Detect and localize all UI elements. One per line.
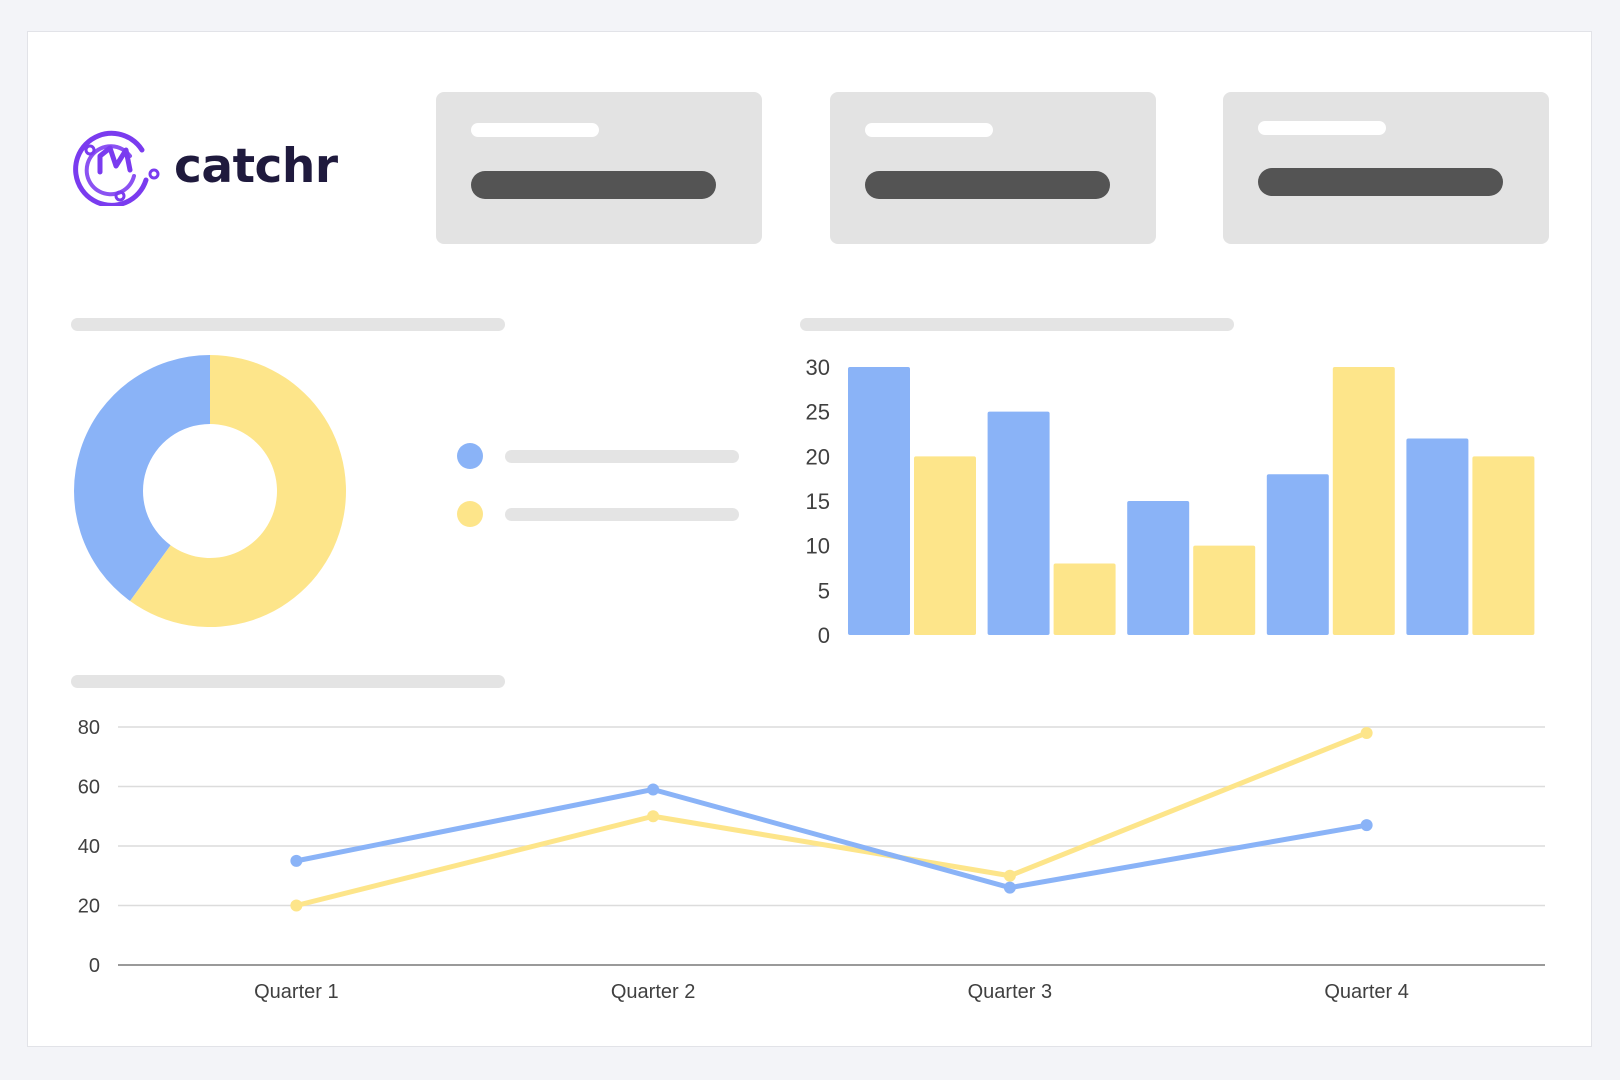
bar — [1472, 456, 1535, 635]
y-tick-label: 10 — [806, 534, 830, 559]
data-point — [290, 899, 303, 912]
data-point — [1003, 869, 1016, 882]
data-point — [290, 854, 303, 867]
y-tick-label: 5 — [818, 578, 830, 603]
bar — [1053, 563, 1116, 635]
kpi-card-label-placeholder — [865, 123, 993, 137]
y-tick-label: 0 — [818, 623, 830, 645]
bar — [1193, 545, 1256, 635]
data-point — [1360, 819, 1373, 832]
y-tick-label: 30 — [806, 355, 830, 380]
x-tick-label: Quarter 1 — [254, 981, 338, 1003]
donut-slice — [74, 355, 210, 602]
x-tick-label: Quarter 4 — [1324, 981, 1408, 1003]
donut-title-placeholder — [71, 318, 505, 331]
brand-logo: catchr — [70, 126, 338, 206]
line-chart: 0 20 40 60 80 Quarter 1 Quarter 2 Quarter 3 Quar… — [78, 717, 1545, 1003]
bar-chart: 0 5 10 15 20 25 30 — [806, 355, 1535, 645]
bar-title-placeholder — [800, 318, 1234, 331]
kpi-card-1[interactable] — [436, 92, 762, 244]
y-tick-label: 80 — [78, 717, 100, 739]
legend-label-placeholder — [505, 508, 739, 521]
donut-chart — [74, 355, 347, 627]
y-tick-label: 15 — [806, 489, 830, 514]
brand-name: catchr — [174, 138, 338, 194]
data-point — [647, 783, 660, 796]
data-point — [647, 810, 660, 823]
data-point — [1003, 881, 1016, 894]
kpi-card-3[interactable] — [1223, 92, 1549, 244]
data-point — [1360, 726, 1373, 739]
kpi-card-label-placeholder — [471, 123, 599, 137]
bar — [1266, 474, 1329, 635]
series-line — [293, 786, 1370, 891]
bar — [987, 411, 1050, 635]
kpi-card-2[interactable] — [830, 92, 1156, 244]
bar — [1127, 501, 1190, 635]
kpi-card-value-placeholder — [471, 171, 716, 199]
kpi-card-label-placeholder — [1258, 121, 1386, 135]
y-tick-label: 20 — [806, 444, 830, 469]
y-tick-label: 20 — [78, 896, 100, 918]
series-line — [293, 730, 1370, 908]
legend-swatch-blue — [457, 443, 483, 469]
kpi-card-value-placeholder — [865, 171, 1110, 199]
bar — [914, 456, 976, 635]
x-tick-label: Quarter 2 — [611, 981, 695, 1003]
x-tick-label: Quarter 3 — [968, 981, 1052, 1003]
legend-label-placeholder — [505, 450, 739, 463]
donut-slice — [130, 355, 347, 627]
y-tick-label: 60 — [78, 777, 100, 799]
bar — [1332, 367, 1395, 635]
line-title-placeholder — [71, 675, 505, 688]
bar — [1406, 438, 1469, 635]
bar — [848, 367, 910, 635]
catchr-logo-icon — [73, 130, 160, 206]
y-tick-label: 0 — [89, 955, 100, 977]
legend-swatch-yellow — [457, 501, 483, 527]
y-tick-label: 40 — [78, 836, 100, 858]
kpi-card-value-placeholder — [1258, 168, 1503, 196]
y-tick-label: 25 — [806, 400, 830, 425]
